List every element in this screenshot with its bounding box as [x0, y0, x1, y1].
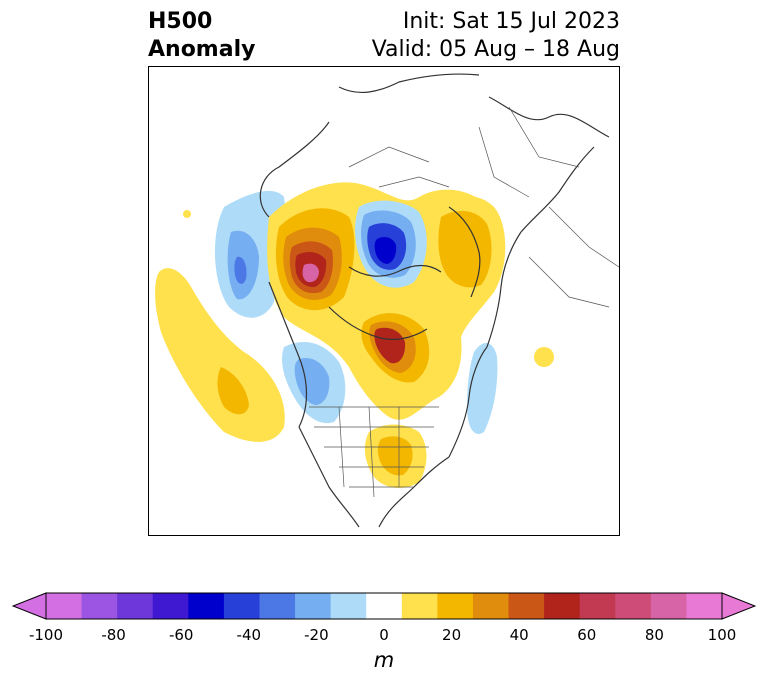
- anomaly-map: [148, 66, 620, 536]
- colorbar-tick-label: 0: [379, 626, 389, 644]
- colorbar-max-extend: [721, 592, 756, 620]
- title-field-type: Anomaly: [148, 37, 256, 62]
- colorbar-tick-label: -40: [236, 626, 262, 644]
- pacific-positive-dot: [183, 210, 191, 218]
- atlantic-negative: [467, 342, 498, 435]
- canada-positive-core: [302, 263, 319, 283]
- colorbar-swatch: [46, 593, 83, 619]
- colorbar-swatch: [686, 593, 723, 619]
- arctic-positive-core: [374, 327, 406, 364]
- colorbar: [12, 592, 756, 620]
- colorbar-swatch: [152, 593, 189, 619]
- atlantic-positive-blob: [534, 347, 554, 367]
- init-date: Init: Sat 15 Jul 2023: [402, 9, 620, 34]
- colorbar-swatch: [650, 593, 687, 619]
- alaska-negative-core: [234, 256, 247, 284]
- title-field-name: H500: [148, 9, 213, 34]
- colorbar-swatch: [579, 593, 616, 619]
- colorbar-tick-label: 60: [577, 626, 597, 644]
- colorbar-swatch: [259, 593, 296, 619]
- colorbar-swatch: [223, 593, 260, 619]
- valid-range: Valid: 05 Aug – 18 Aug: [371, 37, 620, 62]
- map-title: H500 Anomaly: [148, 8, 255, 64]
- colorbar-tick-label: 100: [707, 626, 737, 644]
- colorbar-border: [45, 592, 723, 620]
- colorbar-tick-label: 20: [442, 626, 462, 644]
- colorbar-swatch: [472, 593, 510, 619]
- pacific-positive-core: [217, 367, 249, 415]
- colorbar-swatch: [330, 593, 367, 619]
- colorbar-swatch: [366, 593, 403, 619]
- colorbar-min-extend: [12, 592, 47, 620]
- colorbar-tick-label: -60: [168, 626, 194, 644]
- colorbar-tick-label: 40: [509, 626, 529, 644]
- scandinavia-positive-inner: [438, 210, 492, 288]
- colorbar-tick-label: -20: [304, 626, 329, 644]
- colorbar-swatch: [544, 593, 581, 619]
- colorbar-swatch: [295, 593, 332, 619]
- political-borders: [309, 106, 619, 498]
- unit-label: m: [373, 648, 395, 672]
- colorbar-tick-label: -80: [101, 626, 126, 644]
- colorbar-swatch: [615, 593, 652, 619]
- colorbar-tick-label: 80: [644, 626, 664, 644]
- colorbar-tick-label: -100: [28, 626, 64, 644]
- colorbar-swatch: [437, 593, 474, 619]
- colorbar-swatch: [117, 593, 154, 619]
- anomaly-map-svg: [155, 73, 619, 528]
- colorbar-swatch: [401, 593, 438, 619]
- coastlines: [259, 73, 610, 528]
- pacific-positive-anomaly: [155, 268, 285, 442]
- colorbar-swatch: [81, 593, 118, 619]
- arctic-negative-core: [374, 237, 397, 264]
- map-dates: Init: Sat 15 Jul 2023 Valid: 05 Aug – 18…: [372, 8, 620, 64]
- colorbar-swatch: [508, 593, 545, 619]
- eastern-us-positive-inner: [377, 436, 413, 476]
- colorbar-swatch: [188, 593, 225, 619]
